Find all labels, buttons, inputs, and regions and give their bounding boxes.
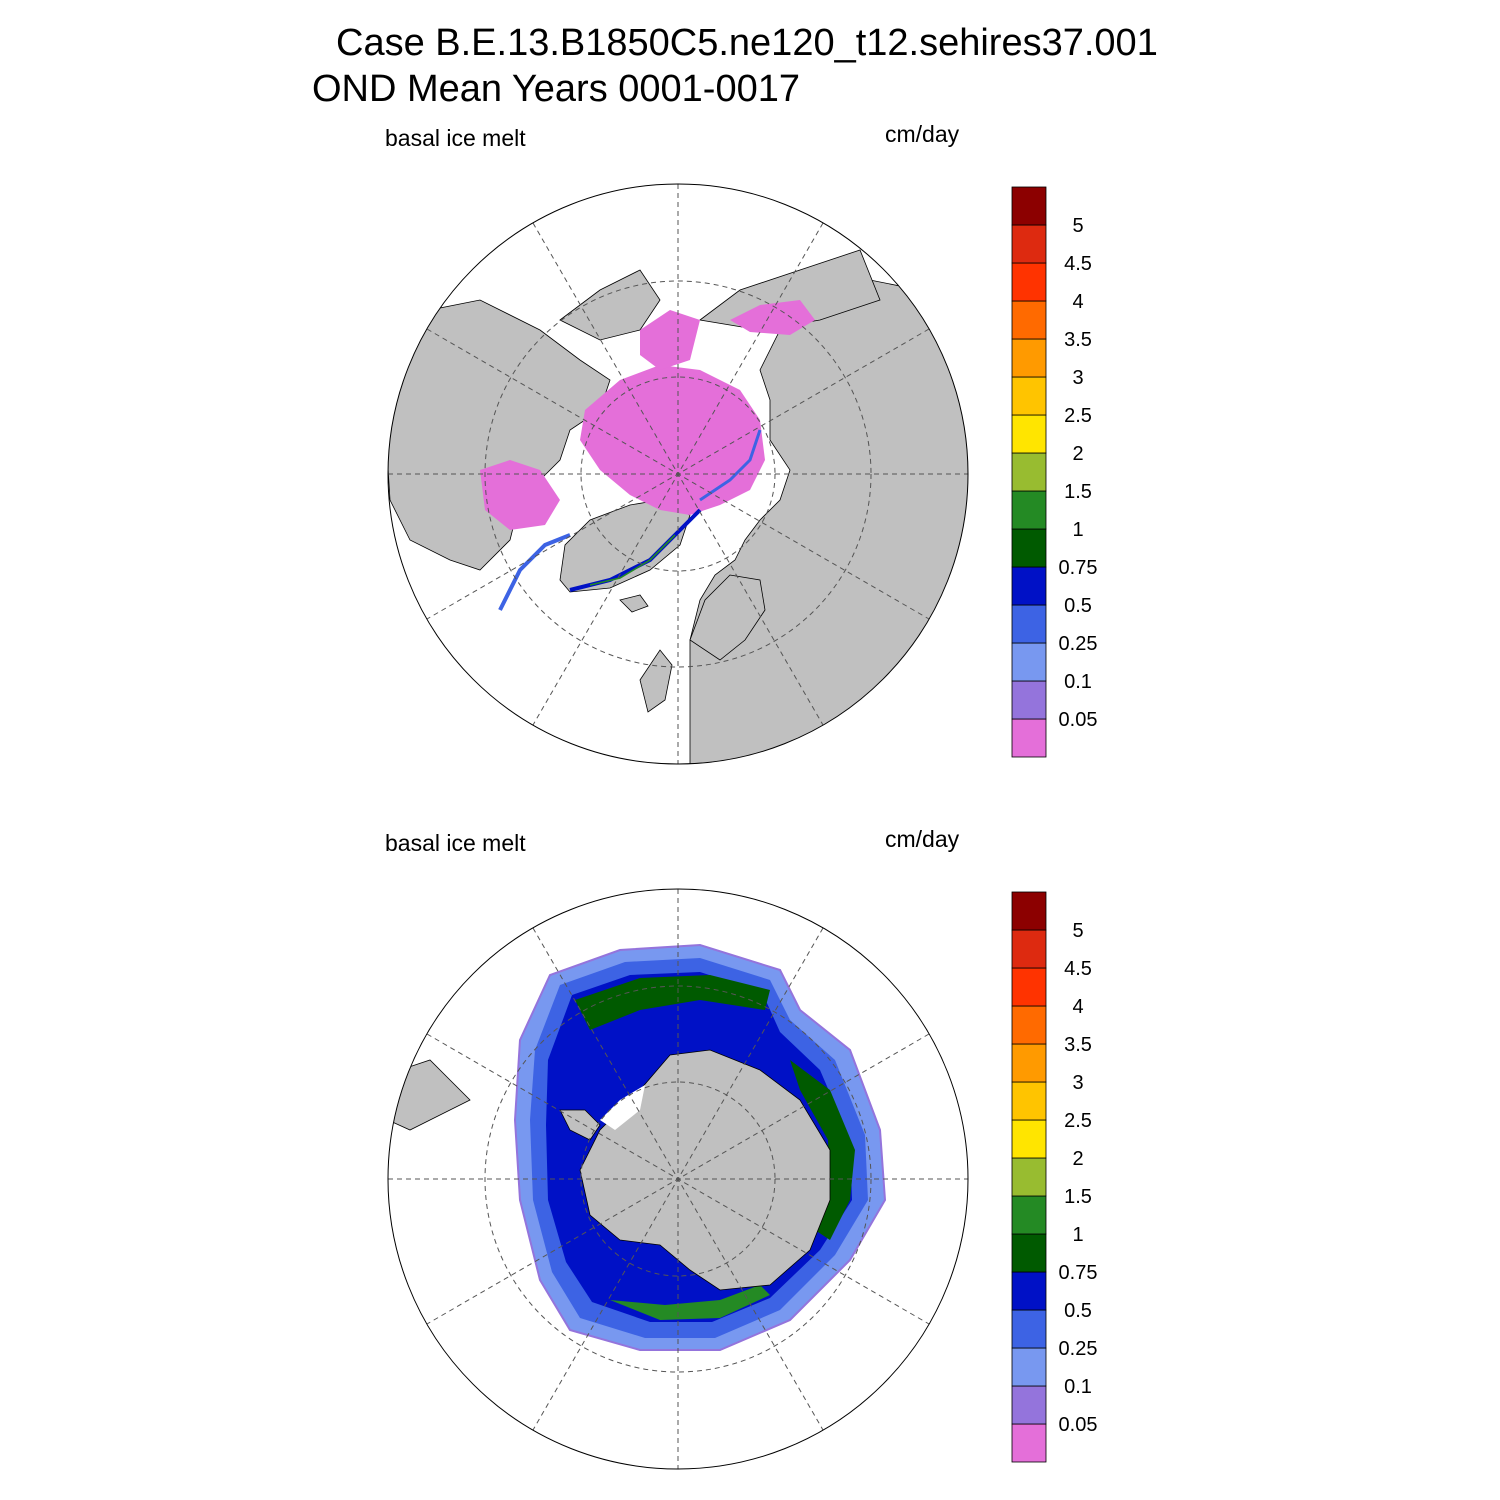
south-map-body bbox=[388, 889, 968, 1469]
south-land-antarctica bbox=[579, 1049, 831, 1291]
south-colorbar-box-9 bbox=[1011, 1081, 1047, 1121]
north-colorbar-box-0 bbox=[1011, 718, 1047, 758]
north-graticule bbox=[388, 184, 968, 764]
south-colorbar-tick-label: 2 bbox=[1072, 1148, 1083, 1170]
north-colorbar-box-1 bbox=[1011, 680, 1047, 720]
title-period-line: OND Mean Years 0001-0017 bbox=[312, 68, 800, 110]
north-colorbar-tick-label: 5 bbox=[1072, 215, 1083, 237]
south-colorbar-tick-label: 0.05 bbox=[1059, 1414, 1098, 1436]
south-colorbar-box-6 bbox=[1011, 1195, 1047, 1235]
title-case-line: Case B.E.13.B1850C5.ne120_t12.sehires37.… bbox=[336, 22, 1158, 64]
south-colorbar-box-13 bbox=[1011, 929, 1047, 969]
north-left-label: basal ice melt bbox=[385, 125, 526, 151]
south-colorbar-box-5 bbox=[1011, 1233, 1047, 1273]
north-ice-greenland-edge-green bbox=[589, 534, 676, 586]
north-colorbar-box-3 bbox=[1011, 604, 1047, 644]
south-ice-green-weddell bbox=[575, 975, 770, 1030]
south-map-border bbox=[387, 888, 969, 1470]
north-colorbar-box-6 bbox=[1011, 490, 1047, 530]
south-colorbar-tick-label: 4 bbox=[1072, 996, 1083, 1018]
south-right-label: cm/day bbox=[885, 826, 960, 852]
north-ice-barents-edge bbox=[699, 429, 762, 502]
north-colorbar-tick-label: 2.5 bbox=[1064, 405, 1092, 427]
south-graticule bbox=[388, 889, 968, 1469]
north-ice-bering bbox=[640, 310, 700, 370]
north-colorbar-box-11 bbox=[1011, 300, 1047, 340]
north-colorbar-tick-label: 1 bbox=[1072, 519, 1083, 541]
south-colorbar-box-8 bbox=[1011, 1119, 1047, 1159]
north-colorbar-tick-label: 3 bbox=[1072, 367, 1083, 389]
south-ice-green-ross bbox=[610, 1285, 770, 1320]
south-open-coastal-weddell bbox=[600, 1085, 645, 1130]
south-colorbar-box-7 bbox=[1011, 1157, 1047, 1197]
north-colorbar-box-10 bbox=[1011, 338, 1047, 378]
south-colorbar-box-11 bbox=[1011, 1005, 1047, 1045]
south-colorbar: 0.05 0.1 0.25 0.5 0.75 1 1.5 2 2.5 3 3.5 4 4.5 5 bbox=[1011, 891, 1098, 1463]
south-colorbar-tick-label: 0.5 bbox=[1064, 1300, 1092, 1322]
south-colorbar-tick-label: 1.5 bbox=[1064, 1186, 1092, 1208]
north-ice-baffin-edge bbox=[498, 533, 571, 611]
south-colorbar-box-12 bbox=[1011, 967, 1047, 1007]
north-colorbar-tick-label: 2 bbox=[1072, 443, 1083, 465]
north-land-uk bbox=[639, 649, 673, 713]
south-colorbar-tick-label: 3.5 bbox=[1064, 1034, 1092, 1056]
south-colorbar-tick-label: 0.1 bbox=[1064, 1376, 1092, 1398]
north-colorbar-tick-label: 3.5 bbox=[1064, 329, 1092, 351]
north-ice-hudson bbox=[480, 460, 560, 530]
south-colorbar-box-10 bbox=[1011, 1043, 1047, 1083]
north-colorbar-tick-label: 4.5 bbox=[1064, 253, 1092, 275]
north-ice-okhotsk bbox=[730, 300, 815, 335]
north-land-north-america bbox=[388, 299, 611, 571]
north-polar-map: basal ice melt cm/day bbox=[385, 121, 1098, 765]
south-colorbar-box-14 bbox=[1011, 891, 1047, 931]
south-colorbar-tick-label: 0.25 bbox=[1059, 1338, 1098, 1360]
north-land-iceland bbox=[619, 594, 649, 613]
south-colorbar-box-1 bbox=[1011, 1385, 1047, 1425]
north-colorbar-tick-label: 0.1 bbox=[1064, 671, 1092, 693]
north-colorbar-box-12 bbox=[1011, 262, 1047, 302]
north-colorbar-box-14 bbox=[1011, 186, 1047, 226]
south-colorbar-box-2 bbox=[1011, 1347, 1047, 1387]
south-colorbar-tick-label: 3 bbox=[1072, 1072, 1083, 1094]
north-land-scandinavia bbox=[689, 574, 766, 661]
north-lat-circle-70 bbox=[484, 280, 872, 668]
north-colorbar: 0.05 0.1 0.25 0.5 0.75 1 1.5 2 2.5 3 3.5 4 4.5 5 bbox=[1011, 186, 1098, 758]
south-meridian-120 bbox=[426, 1033, 930, 1325]
south-colorbar-tick-label: 1 bbox=[1072, 1224, 1083, 1246]
north-colorbar-tick-label: 0.5 bbox=[1064, 595, 1092, 617]
south-colorbar-box-4 bbox=[1011, 1271, 1047, 1311]
north-colorbar-tick-label: 0.25 bbox=[1059, 633, 1098, 655]
south-lat-circle-70 bbox=[484, 985, 872, 1373]
north-colorbar-tick-label: 0.75 bbox=[1059, 557, 1098, 579]
south-colorbar-box-0 bbox=[1011, 1423, 1047, 1463]
north-meridian-120 bbox=[426, 328, 930, 620]
south-polar-map: basal ice melt cm/day bbox=[385, 826, 1098, 1470]
south-colorbar-tick-label: 4.5 bbox=[1064, 958, 1092, 980]
north-colorbar-box-13 bbox=[1011, 224, 1047, 264]
north-colorbar-box-5 bbox=[1011, 528, 1047, 568]
north-land-alaska bbox=[559, 269, 661, 341]
south-colorbar-tick-label: 0.75 bbox=[1059, 1262, 1098, 1284]
north-colorbar-box-2 bbox=[1011, 642, 1047, 682]
south-colorbar-tick-label: 2.5 bbox=[1064, 1110, 1092, 1132]
south-land-peninsula bbox=[559, 1109, 601, 1141]
north-colorbar-box-9 bbox=[1011, 376, 1047, 416]
south-ice-green-east bbox=[790, 1060, 855, 1240]
north-colorbar-tick-label: 1.5 bbox=[1064, 481, 1092, 503]
north-colorbar-box-7 bbox=[1011, 452, 1047, 492]
north-colorbar-tick-label: 4 bbox=[1072, 291, 1083, 313]
north-map-border bbox=[387, 183, 969, 765]
north-colorbar-box-4 bbox=[1011, 566, 1047, 606]
north-colorbar-box-8 bbox=[1011, 414, 1047, 454]
north-right-label: cm/day bbox=[885, 121, 960, 147]
south-left-label: basal ice melt bbox=[385, 830, 526, 856]
south-colorbar-box-3 bbox=[1011, 1309, 1047, 1349]
south-colorbar-tick-label: 5 bbox=[1072, 920, 1083, 942]
north-colorbar-tick-label: 0.05 bbox=[1059, 709, 1098, 731]
